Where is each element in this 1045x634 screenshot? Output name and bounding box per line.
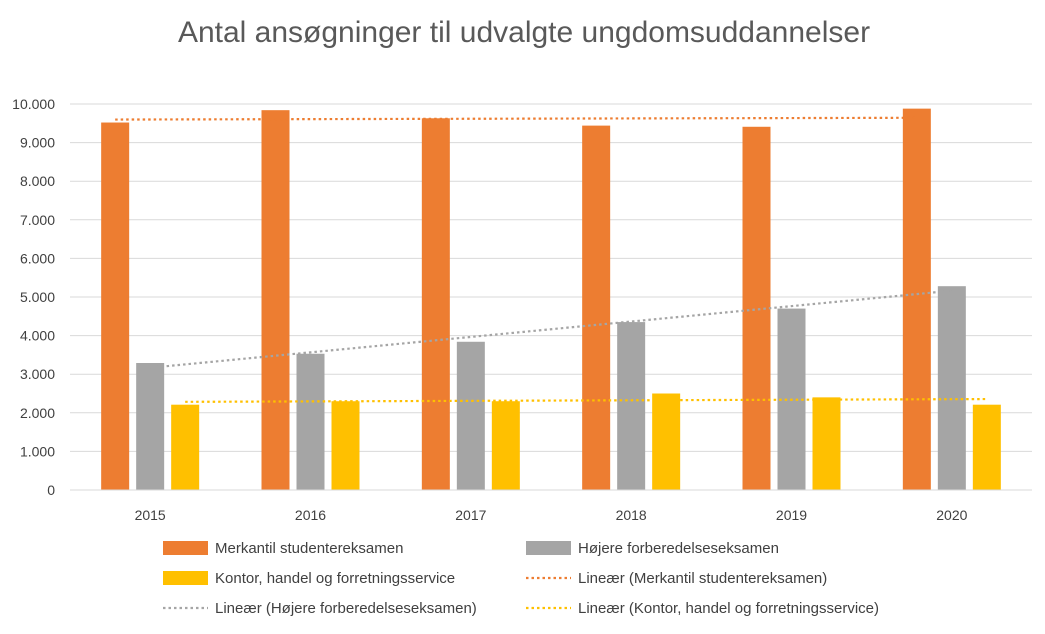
chart-title: Antal ansøgninger til udvalgte ungdomsud… (178, 16, 870, 49)
legend-swatch (163, 541, 208, 555)
y-tick-label: 0 (47, 482, 55, 498)
bar (101, 122, 130, 490)
bar (296, 353, 325, 490)
legend-swatch (526, 541, 571, 555)
bar (331, 401, 360, 490)
bar (582, 125, 611, 490)
y-tick-label: 8.000 (20, 173, 55, 189)
legend-label: Lineær (Kontor, handel og forretningsser… (578, 600, 879, 617)
bar (937, 286, 966, 490)
trendline (185, 397, 987, 403)
bar (812, 397, 841, 490)
y-tick-label: 9.000 (20, 135, 55, 151)
bar (261, 110, 290, 491)
y-tick-label: 1.000 (20, 443, 55, 459)
legend-swatch (163, 571, 208, 585)
y-tick-label: 6.000 (20, 250, 55, 266)
x-tick-label: 2016 (295, 507, 326, 523)
y-tick-label: 5.000 (20, 289, 55, 305)
bar (742, 126, 771, 491)
x-tick-label: 2020 (936, 507, 967, 523)
y-tick-label: 7.000 (20, 212, 55, 228)
legend-label: Lineær (Merkantil studentereksamen) (578, 570, 827, 587)
bar (652, 393, 681, 490)
x-tick-label: 2015 (135, 507, 166, 523)
legend-label: Merkantil studentereksamen (215, 540, 403, 557)
legend-label: Højere forberedelseseksamen (578, 540, 779, 557)
x-tick-label: 2018 (616, 507, 647, 523)
bar (171, 404, 200, 490)
trendline (115, 116, 917, 121)
y-tick-label: 4.000 (20, 328, 55, 344)
bar (136, 363, 165, 490)
bar (972, 404, 1001, 490)
y-tick-label: 2.000 (20, 405, 55, 421)
bar (617, 322, 646, 490)
gridlines (70, 103, 1032, 452)
bar (902, 108, 931, 490)
y-tick-label: 10.000 (12, 96, 55, 112)
trendlines (115, 116, 987, 403)
bar (491, 401, 520, 490)
bar (456, 341, 485, 490)
bar (421, 118, 450, 491)
trendline (150, 289, 952, 369)
axes: 0 1.000 2.000 3.000 4.000 5.000 6.000 7.000 8.00… (12, 96, 1032, 523)
x-tick-label: 2019 (776, 507, 807, 523)
y-tick-label: 3.000 (20, 366, 55, 382)
legend: Merkantil studentereksamen Højere forbere… (163, 540, 879, 617)
bars (101, 108, 1001, 491)
x-tick-label: 2017 (455, 507, 486, 523)
legend-label: Lineær (Højere forberedelseseksamen) (215, 600, 477, 617)
legend-label: Kontor, handel og forretningsservice (215, 570, 455, 587)
